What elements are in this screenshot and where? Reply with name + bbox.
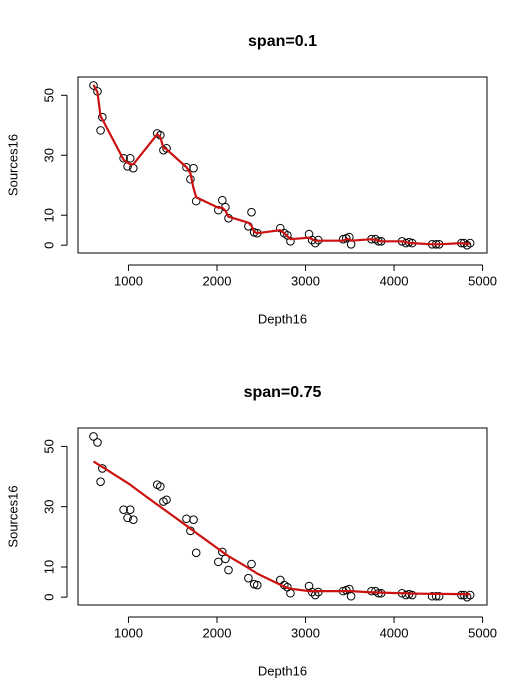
data-point — [96, 477, 105, 486]
data-point — [119, 505, 128, 515]
x-tick-label: 1000 — [114, 273, 143, 288]
data-point — [224, 565, 233, 575]
data-point — [96, 126, 105, 135]
x-axis-title: Depth16 — [258, 663, 307, 678]
data-point — [89, 432, 98, 441]
y-tick-label: 50 — [41, 88, 56, 102]
data-point — [123, 513, 132, 523]
data-point — [434, 591, 444, 601]
x-axis-title: Depth16 — [258, 311, 307, 326]
data-point — [189, 515, 198, 524]
data-point — [125, 153, 135, 163]
y-tick-label: 10 — [41, 560, 56, 574]
data-point — [247, 559, 256, 569]
data-point — [189, 163, 198, 173]
y-tick-label: 0 — [41, 242, 56, 249]
y-tick-label: 30 — [41, 148, 56, 162]
x-tick-label: 4000 — [380, 273, 409, 288]
data-point — [346, 591, 356, 601]
data-point — [252, 580, 262, 590]
fit-line — [92, 84, 471, 246]
y-axis-title: Sources16 — [5, 134, 20, 196]
y-tick-label: 10 — [41, 208, 56, 222]
x-tick-label: 1000 — [114, 625, 143, 640]
data-point — [214, 205, 223, 215]
data-point — [89, 81, 98, 90]
data-point — [162, 495, 171, 505]
data-point — [214, 557, 223, 567]
data-point — [182, 514, 191, 524]
data-point — [286, 588, 295, 598]
data-point — [427, 591, 437, 601]
data-point — [218, 195, 227, 205]
data-point — [191, 548, 201, 558]
x-tick-label: 5000 — [468, 273, 497, 288]
y-tick-label: 30 — [41, 499, 56, 513]
data-point — [129, 515, 138, 524]
x-tick-label: 2000 — [203, 625, 232, 640]
data-point — [93, 438, 102, 447]
chart-title: span=0.75 — [244, 384, 322, 401]
chart-title: span=0.1 — [248, 33, 317, 50]
x-tick-label: 4000 — [380, 625, 409, 640]
y-axis-title: Sources16 — [5, 485, 20, 547]
data-point — [407, 590, 417, 600]
x-tick-label: 3000 — [291, 625, 320, 640]
data-point — [247, 207, 256, 217]
fit-line — [92, 460, 471, 596]
plot-box — [77, 76, 488, 254]
data-point — [156, 482, 165, 491]
x-tick-label: 2000 — [203, 273, 232, 288]
data-point — [310, 590, 320, 600]
data-point — [286, 237, 295, 246]
x-tick-label: 5000 — [468, 625, 497, 640]
y-tick-label: 50 — [41, 439, 56, 453]
data-point — [310, 238, 320, 248]
data-point — [218, 547, 227, 557]
data-point — [431, 591, 441, 601]
y-tick-label: 0 — [41, 594, 56, 601]
data-point — [119, 153, 128, 163]
data-point — [244, 573, 253, 583]
plot-box — [77, 427, 488, 606]
x-tick-label: 3000 — [291, 273, 320, 288]
data-point — [125, 505, 135, 515]
